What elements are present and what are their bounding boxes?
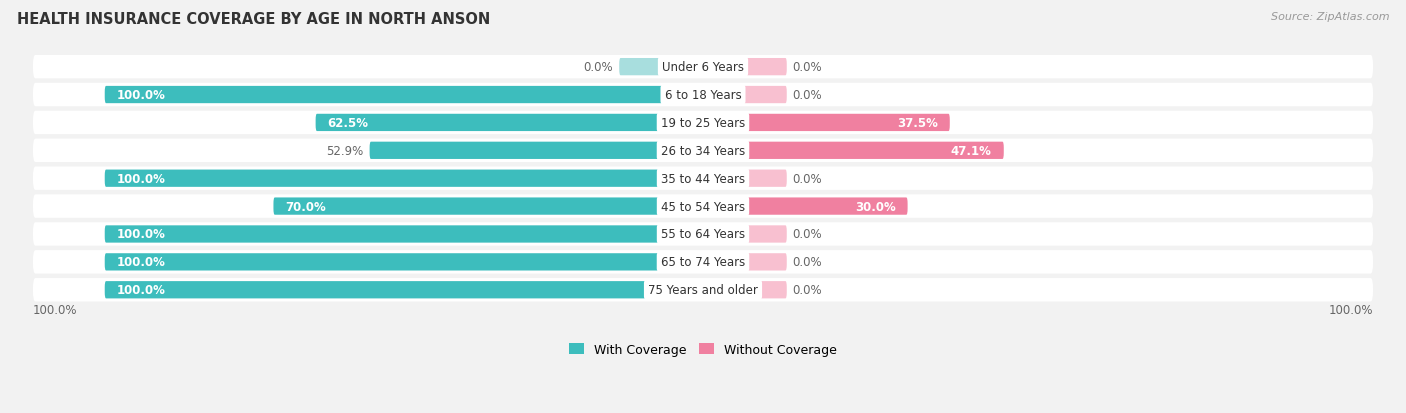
Text: 45 to 54 Years: 45 to 54 Years	[661, 200, 745, 213]
FancyBboxPatch shape	[370, 142, 666, 159]
FancyBboxPatch shape	[740, 254, 787, 271]
FancyBboxPatch shape	[32, 83, 1374, 107]
Text: 35 to 44 Years: 35 to 44 Years	[661, 172, 745, 185]
Text: 70.0%: 70.0%	[285, 200, 326, 213]
FancyBboxPatch shape	[32, 139, 1374, 163]
FancyBboxPatch shape	[740, 226, 787, 243]
FancyBboxPatch shape	[32, 195, 1374, 218]
Text: 100.0%: 100.0%	[117, 89, 166, 102]
FancyBboxPatch shape	[32, 112, 1374, 135]
Text: 0.0%: 0.0%	[793, 89, 823, 102]
Text: 19 to 25 Years: 19 to 25 Years	[661, 116, 745, 130]
FancyBboxPatch shape	[32, 223, 1374, 246]
FancyBboxPatch shape	[740, 59, 787, 76]
FancyBboxPatch shape	[32, 56, 1374, 79]
Text: 100.0%: 100.0%	[117, 256, 166, 269]
Text: 65 to 74 Years: 65 to 74 Years	[661, 256, 745, 269]
Text: 0.0%: 0.0%	[793, 284, 823, 297]
Text: HEALTH INSURANCE COVERAGE BY AGE IN NORTH ANSON: HEALTH INSURANCE COVERAGE BY AGE IN NORT…	[17, 12, 491, 27]
Text: Source: ZipAtlas.com: Source: ZipAtlas.com	[1271, 12, 1389, 22]
FancyBboxPatch shape	[619, 59, 666, 76]
Text: 100.0%: 100.0%	[32, 303, 77, 316]
FancyBboxPatch shape	[315, 114, 666, 132]
FancyBboxPatch shape	[32, 278, 1374, 302]
Text: 0.0%: 0.0%	[793, 228, 823, 241]
Text: 55 to 64 Years: 55 to 64 Years	[661, 228, 745, 241]
FancyBboxPatch shape	[32, 251, 1374, 274]
FancyBboxPatch shape	[32, 167, 1374, 190]
Legend: With Coverage, Without Coverage: With Coverage, Without Coverage	[564, 338, 842, 361]
FancyBboxPatch shape	[740, 87, 787, 104]
FancyBboxPatch shape	[740, 114, 950, 132]
Text: 0.0%: 0.0%	[793, 61, 823, 74]
Text: 62.5%: 62.5%	[328, 116, 368, 130]
Text: 100.0%: 100.0%	[117, 284, 166, 297]
FancyBboxPatch shape	[740, 281, 787, 299]
Text: 30.0%: 30.0%	[855, 200, 896, 213]
Text: 100.0%: 100.0%	[117, 172, 166, 185]
FancyBboxPatch shape	[273, 198, 666, 215]
Text: 0.0%: 0.0%	[583, 61, 613, 74]
FancyBboxPatch shape	[104, 87, 666, 104]
Text: 75 Years and older: 75 Years and older	[648, 284, 758, 297]
FancyBboxPatch shape	[104, 254, 666, 271]
Text: 0.0%: 0.0%	[793, 172, 823, 185]
Text: 0.0%: 0.0%	[793, 256, 823, 269]
Text: 100.0%: 100.0%	[1329, 303, 1374, 316]
Text: 100.0%: 100.0%	[117, 228, 166, 241]
FancyBboxPatch shape	[104, 226, 666, 243]
Text: 37.5%: 37.5%	[897, 116, 938, 130]
Text: 52.9%: 52.9%	[326, 145, 364, 157]
Text: 26 to 34 Years: 26 to 34 Years	[661, 145, 745, 157]
FancyBboxPatch shape	[740, 198, 908, 215]
Text: 47.1%: 47.1%	[950, 145, 991, 157]
Text: 6 to 18 Years: 6 to 18 Years	[665, 89, 741, 102]
FancyBboxPatch shape	[740, 142, 1004, 159]
FancyBboxPatch shape	[104, 281, 666, 299]
FancyBboxPatch shape	[740, 170, 787, 188]
FancyBboxPatch shape	[104, 170, 666, 188]
Text: Under 6 Years: Under 6 Years	[662, 61, 744, 74]
